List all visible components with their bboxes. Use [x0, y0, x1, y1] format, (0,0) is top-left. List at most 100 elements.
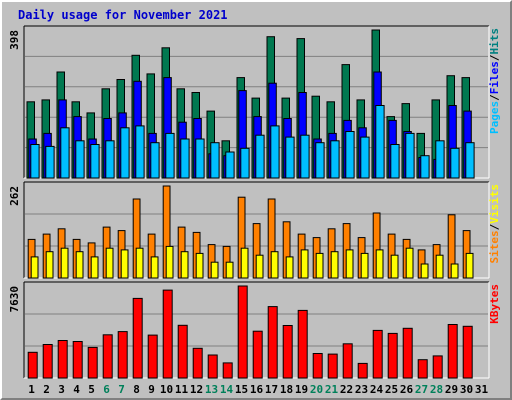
x-tick-label: 31	[475, 383, 489, 396]
bar-kbytes-day-21	[327, 353, 338, 379]
bar-kbytes-day-8	[132, 297, 143, 379]
bar-kbytes-day-3	[57, 340, 68, 379]
bar-sites-day-6	[105, 247, 114, 279]
x-tick-label: 22	[340, 383, 353, 396]
legend-entry-sites: Sites	[488, 230, 501, 263]
bar-kbytes-day-18	[282, 325, 293, 379]
x-tick-label: 2	[43, 383, 50, 396]
bar-pages-day-17	[270, 125, 280, 179]
bar-pages-day-30	[465, 142, 475, 179]
x-tick-label: 12	[190, 383, 203, 396]
bar-kbytes-day-30	[462, 325, 473, 379]
x-tick-label: 7	[118, 383, 125, 396]
bar-pages-day-7	[120, 127, 130, 179]
x-tick-label: 15	[235, 383, 248, 396]
bar-pages-day-14	[225, 151, 235, 179]
bar-pages-day-5	[90, 144, 100, 179]
bar-kbytes-day-12	[192, 347, 203, 379]
bar-sites-day-27	[420, 263, 429, 279]
bar-pages-day-10	[165, 132, 175, 179]
x-tick-label: 11	[175, 383, 189, 396]
bar-pages-day-15	[240, 147, 250, 179]
bar-pages-day-8	[135, 125, 145, 179]
bar-sites-day-22	[345, 249, 354, 279]
bar-sites-day-16	[255, 254, 264, 279]
bar-pages-day-6	[105, 140, 115, 179]
bar-sites-day-17	[270, 251, 279, 279]
bar-kbytes-day-23	[357, 362, 368, 379]
x-tick-label: 13	[205, 383, 218, 396]
bar-pages-day-11	[180, 138, 190, 179]
x-tick-label: 4	[73, 383, 80, 396]
legend-kbytes: KBytes	[488, 284, 501, 324]
x-tick-label: 8	[133, 383, 140, 396]
x-tick-label: 29	[445, 383, 458, 396]
bar-sites-day-2	[45, 251, 54, 279]
legend-entry-files: Files	[488, 61, 501, 94]
bar-kbytes-day-11	[177, 324, 188, 379]
bar-kbytes-day-4	[72, 341, 83, 379]
x-tick-label: 30	[460, 383, 473, 396]
bar-sites-day-4	[75, 251, 84, 279]
bar-sites-day-9	[150, 256, 159, 279]
bar-sites-day-21	[330, 251, 339, 279]
legend-entry-pages: Pages	[488, 101, 501, 134]
x-tick-label: 9	[148, 383, 155, 396]
bar-kbytes-day-14	[222, 362, 233, 379]
legend-visits-sites: Sites/Visits	[488, 184, 501, 264]
y-max-label: 262	[8, 186, 21, 206]
bar-sites-day-11	[180, 251, 189, 279]
bar-pages-day-25	[390, 144, 400, 179]
bar-sites-day-18	[285, 256, 294, 279]
bar-kbytes-day-29	[447, 324, 458, 379]
bar-kbytes-day-22	[342, 343, 353, 379]
x-tick-label: 14	[220, 383, 234, 396]
x-tick-label: 20	[310, 383, 323, 396]
bar-sites-day-24	[375, 249, 384, 279]
x-tick-label: 16	[250, 383, 264, 396]
bar-pages-day-24	[375, 105, 385, 179]
bar-kbytes-day-26	[402, 327, 413, 379]
bar-pages-day-13	[210, 142, 220, 179]
bar-pages-day-4	[75, 140, 85, 179]
bar-kbytes-day-7	[117, 331, 128, 379]
y-max-label: 398	[8, 30, 21, 50]
bar-sites-day-20	[315, 252, 324, 279]
x-tick-label: 3	[58, 383, 65, 396]
bar-kbytes-day-20	[312, 353, 323, 379]
bar-sites-day-25	[390, 254, 399, 279]
bar-kbytes-day-19	[297, 309, 308, 379]
bar-kbytes-day-28	[432, 355, 443, 379]
bar-pages-day-19	[300, 134, 310, 179]
x-tick-label: 17	[265, 383, 278, 396]
bar-pages-day-27	[420, 155, 430, 179]
bar-pages-day-3	[60, 127, 70, 179]
bar-kbytes-day-6	[102, 334, 113, 379]
bar-pages-day-29	[450, 147, 460, 179]
bar-pages-day-28	[435, 140, 445, 179]
bar-pages-day-16	[255, 134, 265, 179]
legend-entry-kbytes: KBytes	[488, 284, 501, 324]
bar-sites-day-14	[225, 261, 234, 279]
x-tick-label: 27	[415, 383, 428, 396]
bar-sites-day-26	[405, 247, 414, 279]
bar-pages-day-1	[30, 144, 40, 179]
bar-pages-day-26	[405, 132, 415, 179]
bar-pages-day-22	[345, 131, 355, 179]
bar-sites-day-19	[300, 249, 309, 279]
bar-sites-day-10	[165, 245, 174, 279]
x-tick-label: 18	[280, 383, 293, 396]
x-tick-label: 19	[295, 383, 308, 396]
x-tick-label: 6	[103, 383, 110, 396]
bar-kbytes-day-2	[42, 344, 53, 379]
legend-entry-visits: Visits	[488, 184, 501, 224]
x-tick-label: 25	[385, 383, 398, 396]
bar-kbytes-day-15	[237, 285, 248, 379]
bar-sites-day-15	[240, 247, 249, 279]
legend-hits-files-pages: Pages/Files/Hits	[488, 28, 501, 134]
x-tick-label: 21	[325, 383, 339, 396]
bar-pages-day-23	[360, 136, 370, 179]
bar-pages-day-20	[315, 142, 325, 179]
bar-sites-day-28	[435, 254, 444, 279]
bar-kbytes-day-1	[27, 351, 38, 379]
